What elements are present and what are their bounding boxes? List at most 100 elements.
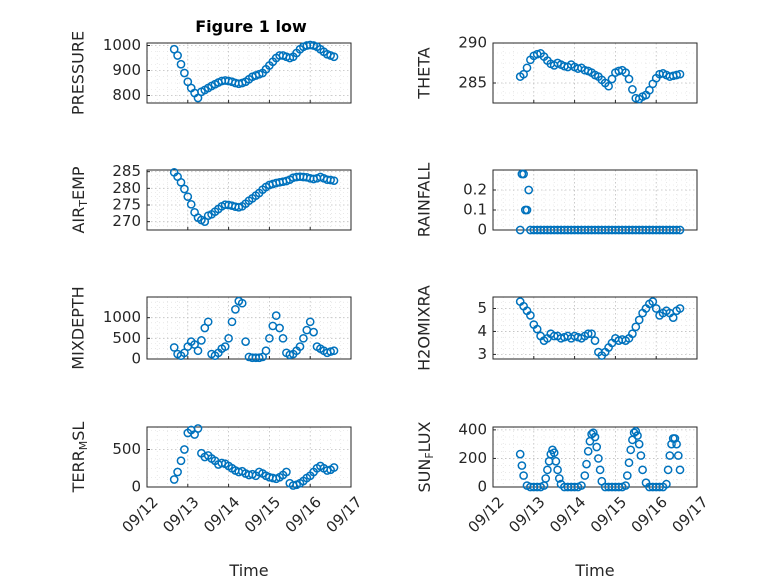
data-point bbox=[326, 175, 335, 185]
data-point bbox=[217, 458, 227, 468]
data-point bbox=[169, 343, 179, 352]
y-axis-label: TERRMSL bbox=[69, 422, 91, 494]
data-point bbox=[651, 304, 661, 313]
data-point bbox=[220, 342, 230, 351]
data-point bbox=[285, 350, 295, 360]
data-point bbox=[295, 342, 305, 351]
data-point bbox=[622, 471, 632, 480]
x-axis-label: Time bbox=[228, 561, 268, 580]
data-point bbox=[326, 347, 335, 356]
data-point bbox=[592, 442, 602, 452]
data-point bbox=[180, 184, 189, 194]
data-point bbox=[329, 176, 339, 186]
x-tick-label: 09/13 bbox=[159, 493, 202, 536]
y-tick-label: 200 bbox=[458, 449, 487, 467]
data-point bbox=[634, 439, 644, 449]
data-point bbox=[522, 63, 532, 73]
data-point bbox=[648, 297, 658, 306]
data-point bbox=[665, 451, 675, 460]
x-tick-label: 09/17 bbox=[668, 493, 711, 536]
y-tick-label: 500 bbox=[112, 440, 141, 458]
y-tick-label: 0 bbox=[131, 350, 141, 368]
panel-theta: 285 290 THETA bbox=[415, 34, 698, 104]
data-point bbox=[176, 456, 186, 466]
y-axis-label: RAINFALL bbox=[415, 163, 434, 238]
data-point bbox=[305, 317, 315, 327]
axes-frame bbox=[492, 42, 698, 104]
data-point bbox=[271, 311, 281, 320]
data-point bbox=[628, 329, 637, 339]
data-point bbox=[607, 74, 617, 84]
data-point bbox=[604, 81, 613, 91]
data-point bbox=[670, 434, 680, 443]
data-point bbox=[588, 428, 598, 438]
data-point bbox=[517, 461, 527, 470]
data-point bbox=[261, 346, 271, 356]
x-tick-label: 09/14 bbox=[546, 493, 589, 536]
data-point bbox=[241, 337, 250, 346]
data-point bbox=[515, 225, 525, 235]
axes-frame bbox=[146, 426, 352, 488]
x-axis-label: Time bbox=[574, 561, 614, 580]
data-point bbox=[203, 317, 213, 327]
y-tick-label: 0 bbox=[477, 478, 487, 496]
data-point bbox=[675, 304, 685, 313]
y-tick-label: 500 bbox=[112, 329, 141, 347]
data-point bbox=[551, 456, 561, 466]
y-tick-label: 270 bbox=[112, 212, 141, 230]
x-tick-label: 09/17 bbox=[322, 493, 365, 536]
data-point bbox=[587, 329, 596, 339]
data-point bbox=[633, 431, 642, 440]
data-point bbox=[672, 439, 681, 449]
data-point bbox=[173, 467, 182, 477]
x-tick-label: 09/15 bbox=[587, 493, 630, 536]
panel-rainfall: 0 0.1 0.2 RAINFALL bbox=[415, 163, 698, 239]
y-axis-label: THETA bbox=[415, 47, 434, 99]
data-point bbox=[631, 426, 641, 436]
data-point bbox=[519, 471, 528, 480]
figure-title: Figure 1 low bbox=[195, 17, 307, 36]
data-point bbox=[193, 346, 203, 356]
data-point bbox=[636, 451, 646, 460]
data-point bbox=[634, 315, 644, 325]
data-point bbox=[278, 333, 288, 343]
data-point bbox=[237, 298, 247, 308]
panel-h2omixra: 3 4 5 H2OMIXRA bbox=[415, 285, 698, 371]
data-point bbox=[621, 481, 630, 490]
data-point bbox=[543, 465, 552, 475]
data-point bbox=[329, 346, 339, 356]
data-point bbox=[577, 481, 586, 490]
data-point bbox=[169, 475, 179, 484]
data-point bbox=[180, 445, 189, 454]
data-point bbox=[675, 225, 685, 235]
y-axis-label: AIRTEMP bbox=[69, 166, 91, 233]
data-point bbox=[638, 465, 647, 475]
y-tick-label: 1000 bbox=[103, 36, 141, 54]
data-point bbox=[554, 474, 564, 483]
data-point bbox=[186, 199, 196, 209]
y-tick-label: 900 bbox=[112, 61, 141, 79]
data-point bbox=[275, 323, 284, 333]
data-point bbox=[672, 225, 681, 235]
data-point bbox=[227, 317, 237, 327]
data-point bbox=[173, 51, 182, 60]
data-point bbox=[197, 336, 206, 345]
y-axis-label: MIXDEPTH bbox=[69, 286, 88, 369]
data-point bbox=[526, 311, 535, 320]
data-point bbox=[675, 465, 685, 475]
data-point bbox=[265, 333, 274, 343]
y-tick-label: 0.2 bbox=[463, 181, 487, 199]
data-point bbox=[532, 324, 542, 334]
y-tick-label: 400 bbox=[458, 420, 487, 438]
data-point bbox=[631, 322, 641, 332]
data-point bbox=[322, 466, 332, 475]
y-tick-label: 5 bbox=[477, 299, 487, 317]
data-point bbox=[309, 327, 318, 337]
data-point bbox=[224, 333, 233, 343]
data-point bbox=[524, 185, 534, 195]
data-point bbox=[553, 465, 562, 475]
y-axis-label: PRESSURE bbox=[69, 31, 88, 115]
data-point bbox=[549, 448, 559, 458]
data-point bbox=[231, 305, 240, 314]
